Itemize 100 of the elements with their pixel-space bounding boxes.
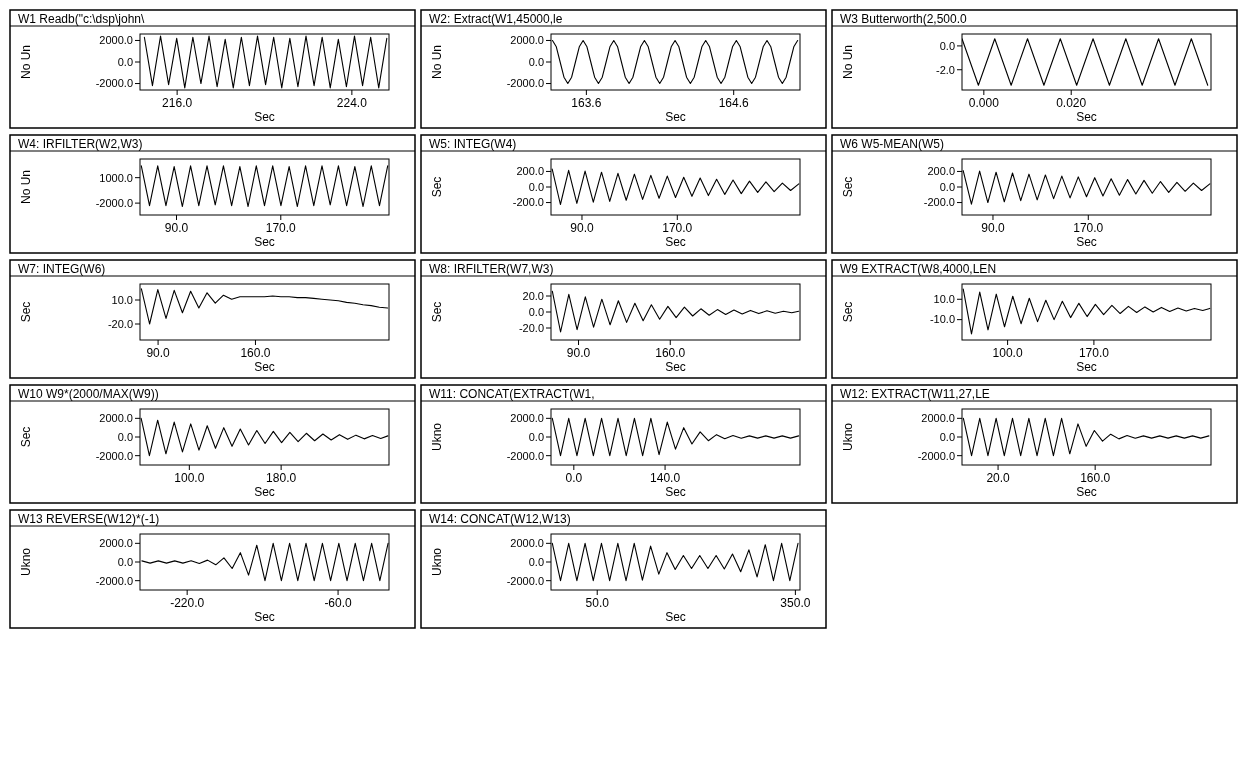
y-axis-title: Ukno bbox=[841, 422, 855, 452]
x-axis-title: Sec bbox=[665, 360, 686, 374]
y-tick-label: 0.0 bbox=[528, 555, 544, 568]
line-series bbox=[143, 35, 388, 89]
y-tick-label: -200.0 bbox=[512, 196, 544, 209]
chart-title: W12: EXTRACT(W11,27,LE bbox=[840, 387, 990, 401]
y-tick-label: -20.0 bbox=[518, 321, 544, 334]
y-tick-label: 200.0 bbox=[927, 165, 955, 178]
y-tick-label: 0.0 bbox=[939, 180, 955, 193]
chart-title: W4: IRFILTER(W2,W3) bbox=[18, 137, 143, 151]
x-tick-label: 90.0 bbox=[164, 221, 189, 235]
x-tick-label: 0.000 bbox=[968, 96, 1000, 110]
x-axis-title: Sec bbox=[665, 110, 686, 124]
chart-title: W11: CONCAT(EXTRACT(W1, bbox=[429, 387, 595, 401]
x-axis-title: Sec bbox=[665, 235, 686, 249]
x-tick-label: 224.0 bbox=[336, 96, 368, 110]
x-axis-title: Sec bbox=[1076, 485, 1097, 499]
x-tick-label: 90.0 bbox=[570, 221, 594, 235]
x-tick-label: 160.0 bbox=[240, 346, 271, 360]
y-tick-label: -2.0 bbox=[936, 63, 955, 76]
x-tick-label: 90.0 bbox=[981, 221, 1005, 235]
x-axis-title: Sec bbox=[1076, 360, 1097, 374]
chart-title: W8: IRFILTER(W7,W3) bbox=[429, 262, 554, 276]
chart-title: W6 W5-MEAN(W5) bbox=[840, 137, 944, 151]
x-tick-label: 350.0 bbox=[780, 596, 811, 610]
x-axis-title: Sec bbox=[254, 360, 275, 374]
y-axis-title: No Un bbox=[19, 44, 33, 80]
y-axis-title: Ukno bbox=[430, 547, 444, 577]
x-axis-title: Sec bbox=[254, 485, 275, 499]
y-tick-label: -20.0 bbox=[107, 317, 133, 330]
x-tick-label: 170.0 bbox=[662, 221, 693, 235]
x-axis-title: Sec bbox=[1076, 235, 1097, 249]
y-tick-label: 0.0 bbox=[117, 55, 133, 68]
y-tick-label: 200.0 bbox=[516, 165, 544, 178]
y-axis-title: Ukno bbox=[19, 547, 33, 577]
chart-title: W3 Butterworth(2,500.0 bbox=[840, 12, 968, 26]
y-tick-label: 0.0 bbox=[528, 55, 544, 68]
x-tick-label: 170.0 bbox=[265, 221, 297, 235]
y-tick-label: -2000.0 bbox=[95, 77, 133, 90]
x-axis-title: Sec bbox=[254, 110, 275, 124]
y-tick-label: -2000.0 bbox=[95, 196, 133, 209]
y-axis-title: No Un bbox=[19, 169, 33, 205]
y-tick-label: 1000.0 bbox=[99, 171, 133, 184]
y-tick-label: 0.0 bbox=[528, 430, 544, 443]
chart-title: W2: Extract(W1,45000,le bbox=[429, 12, 563, 26]
y-tick-label: 20.0 bbox=[522, 289, 544, 302]
x-tick-label: -220.0 bbox=[170, 596, 205, 610]
y-tick-label: -10.0 bbox=[929, 313, 955, 326]
y-tick-label: 10.0 bbox=[933, 293, 955, 306]
chart-title: W7: INTEG(W6) bbox=[18, 262, 106, 276]
y-tick-label: -2000.0 bbox=[506, 574, 544, 587]
x-axis-title: Sec bbox=[1076, 110, 1097, 124]
x-tick-label: 180.0 bbox=[266, 471, 297, 485]
x-tick-label: 90.0 bbox=[146, 346, 171, 360]
chart-title: W14: CONCAT(W12,W13) bbox=[429, 512, 571, 526]
x-tick-label: 140.0 bbox=[650, 471, 681, 485]
chart-title: W9 EXTRACT(W8,4000,LEN bbox=[840, 262, 997, 276]
x-axis-title: Sec bbox=[665, 485, 686, 499]
y-tick-label: 10.0 bbox=[111, 293, 133, 306]
y-tick-label: -2000.0 bbox=[95, 574, 133, 587]
x-axis-title: Sec bbox=[665, 610, 686, 624]
y-tick-label: 2000.0 bbox=[99, 34, 133, 47]
x-tick-label: 100.0 bbox=[992, 346, 1023, 360]
y-tick-label: -2000.0 bbox=[506, 77, 544, 90]
y-tick-label: -2000.0 bbox=[95, 449, 133, 462]
chart-title: W10 W9*(2000/MAX(W9)) bbox=[18, 387, 159, 401]
y-axis-title: No Un bbox=[430, 44, 444, 80]
y-tick-label: 2000.0 bbox=[510, 412, 544, 425]
x-tick-label: 100.0 bbox=[174, 471, 205, 485]
chart-title: W5: INTEG(W4) bbox=[429, 137, 517, 151]
x-tick-label: 164.6 bbox=[718, 96, 750, 110]
chart-title: W13 REVERSE(W12)*(-1) bbox=[18, 512, 160, 526]
y-tick-label: 2000.0 bbox=[510, 537, 544, 550]
x-tick-label: -60.0 bbox=[324, 596, 353, 610]
x-tick-label: 170.0 bbox=[1078, 346, 1110, 360]
y-tick-label: -200.0 bbox=[923, 196, 955, 209]
y-tick-label: -2000.0 bbox=[917, 449, 955, 462]
x-tick-label: 170.0 bbox=[1073, 221, 1104, 235]
y-axis-title: Ukno bbox=[430, 422, 444, 452]
y-axis-title: No Un bbox=[841, 44, 855, 80]
y-axis-title: Sec bbox=[19, 301, 33, 323]
y-tick-label: 0.0 bbox=[528, 305, 544, 318]
y-axis-title: Sec bbox=[19, 426, 33, 448]
y-tick-label: 2000.0 bbox=[99, 412, 133, 425]
y-tick-label: 0.0 bbox=[117, 430, 133, 443]
x-tick-label: 0.0 bbox=[565, 471, 583, 485]
x-tick-label: 216.0 bbox=[162, 96, 193, 110]
x-tick-label: 163.6 bbox=[571, 96, 602, 110]
y-tick-label: -2000.0 bbox=[506, 449, 544, 462]
y-tick-label: 0.0 bbox=[117, 555, 133, 568]
y-tick-label: 2000.0 bbox=[99, 537, 133, 550]
y-tick-label: 0.0 bbox=[939, 430, 955, 443]
y-tick-label: 0.0 bbox=[528, 180, 544, 193]
x-tick-label: 0.020 bbox=[1056, 96, 1087, 110]
y-axis-title: Sec bbox=[430, 176, 444, 198]
x-tick-label: 160.0 bbox=[1080, 471, 1111, 485]
chart-title: W1 Readb("c:\dsp\john\ bbox=[18, 12, 145, 26]
x-tick-label: 50.0 bbox=[585, 596, 610, 610]
x-tick-label: 20.0 bbox=[986, 471, 1011, 485]
x-axis-title: Sec bbox=[254, 235, 275, 249]
